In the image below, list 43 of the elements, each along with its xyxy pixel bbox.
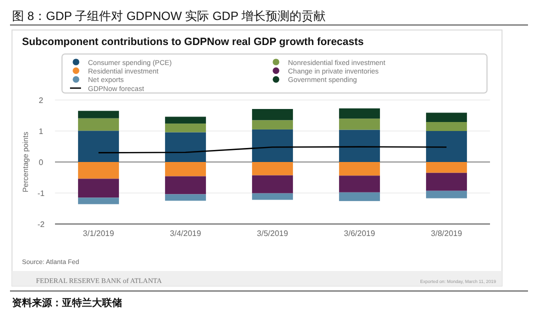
bar	[252, 193, 293, 200]
y-tick-label: -1	[37, 189, 46, 198]
bar	[252, 129, 293, 162]
y-tick-label: 1	[38, 127, 44, 136]
bar	[426, 172, 467, 191]
bar	[78, 118, 119, 131]
bar	[78, 178, 119, 198]
bar	[339, 108, 380, 119]
x-tick-label: 3/4/2019	[170, 229, 202, 238]
y-tick-label: 2	[38, 96, 44, 105]
bar	[339, 118, 380, 130]
bar	[252, 108, 293, 120]
bar	[426, 162, 467, 173]
bar	[78, 130, 119, 162]
bar	[339, 192, 380, 202]
bar	[252, 175, 293, 194]
bar	[426, 112, 467, 122]
bar	[426, 131, 467, 162]
bar	[78, 198, 119, 204]
bar	[252, 162, 293, 176]
x-tick-label: 3/1/2019	[82, 229, 115, 238]
x-tick-label: 3/6/2019	[344, 229, 376, 238]
y-tick-label: 0	[38, 158, 44, 167]
bar	[339, 176, 380, 192]
bar	[339, 130, 380, 162]
bar	[426, 122, 467, 131]
bar	[78, 110, 119, 118]
bar	[252, 120, 293, 130]
bar	[165, 194, 206, 201]
bar	[165, 116, 206, 124]
bar	[339, 162, 380, 176]
x-tick-label: 3/8/2019	[430, 229, 463, 238]
chart-subtitle: Subcomponent contributions to GDPNow real GDP growth forecasts	[22, 36, 364, 48]
chart-title: 图 8：GDP 子组件对 GDPNOW 实际 GDP 增长预测的贡献	[12, 9, 326, 23]
text: 资料来源：亚特兰大联储	[12, 297, 122, 309]
x-tick-label: 3/5/2019	[256, 229, 289, 238]
bar	[165, 124, 206, 132]
bar	[165, 176, 206, 194]
bar	[165, 162, 206, 176]
bar	[426, 190, 467, 198]
bar	[165, 132, 206, 162]
bar	[78, 162, 119, 179]
y-tick-label: -2	[37, 220, 46, 229]
